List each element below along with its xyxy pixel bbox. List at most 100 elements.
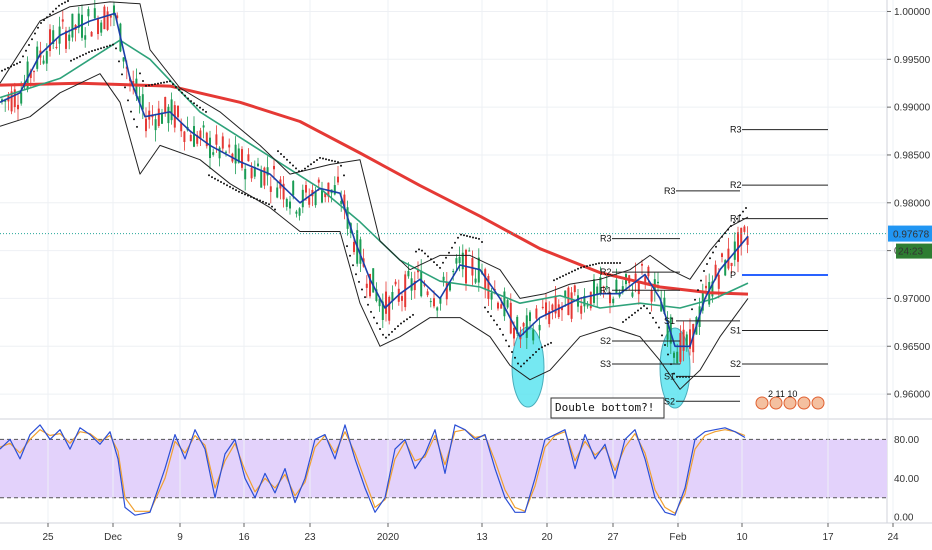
sar-dot [568,272,570,275]
candle-body [599,277,602,295]
sar-dot [505,339,507,342]
price-pane: R3 R2 R1 P S1 S2 R3 R3 R2 R1 S1 S2 S3 S1 S2 [0,0,932,524]
candle-body [52,30,55,45]
candle-body [26,61,29,90]
candle-body [221,136,224,149]
candle-body [49,29,51,51]
candle-body [679,332,682,362]
price-tick-label: 0.98500 [894,150,931,161]
countdown-label: 24:23 [898,247,923,258]
candle-body [439,297,442,304]
sar-dot [733,221,735,224]
candle-body [97,18,99,35]
sar-dot [25,49,27,52]
candle-body [532,329,535,341]
event-flag-icon[interactable] [755,396,769,410]
event-flag-icon[interactable] [769,396,783,410]
sar-dot [478,237,480,240]
candle-body [580,305,583,314]
sar-dot [172,83,174,86]
candle-body [529,312,531,322]
sar-dot [115,47,117,50]
last-price-tag [888,225,932,242]
sar-dot [421,249,423,252]
event-flag-icon[interactable] [783,396,797,410]
pivot-label-p: P [730,270,736,280]
candle-body [189,134,192,142]
pivot-label-s1: S1 [664,371,675,381]
price-axis[interactable]: 1.000000.995000.990000.985000.980000.975… [887,7,932,524]
sar-dot [106,45,108,48]
highlight-bottom-1 [511,326,545,408]
rsi-tick-label: 0.00 [894,513,914,524]
sar-dot [274,208,276,211]
sar-dot [721,235,723,238]
candle-body [205,132,208,147]
sar-dot [382,333,384,336]
candle-body [365,283,368,288]
candle-body [721,253,723,257]
candle-body [45,51,48,64]
event-flag-icon[interactable] [811,396,825,410]
sar-dot [451,246,453,249]
sar-dot [121,73,123,76]
oscillator-pane [0,420,894,522]
price-tick-label: 0.96000 [894,390,931,401]
candle-body [266,167,269,176]
sar-dot [286,158,288,161]
sar-dot [499,328,501,331]
sar-dot [436,263,438,266]
candle-body [103,6,106,30]
sar-dot [313,161,315,164]
time-tick-label: 10 [736,532,748,543]
sar-dot [355,273,357,276]
rsi-tick-label: 80.00 [894,435,919,446]
pivot-label-r2: R2 [600,267,612,277]
sar-dot [622,320,624,323]
sar-dot [613,262,615,265]
candle-body [93,8,96,19]
candle-body [369,273,371,297]
sar-dot [529,356,531,359]
sar-dot [295,167,297,170]
candle-body [177,105,179,118]
candle-body [337,176,339,183]
candle-body [180,123,183,132]
sar-dot [427,255,429,258]
candle-body [385,291,387,314]
sar-dot [376,322,378,325]
sar-dot [259,199,261,202]
candle-body [343,194,346,211]
sar-dot [250,195,252,198]
candle-body [583,295,586,307]
candle-body [183,131,186,142]
candle-body [711,281,714,297]
sar-dot [160,82,162,85]
candle-body [602,286,605,288]
sar-dot [280,153,282,155]
candle-body [564,290,567,298]
candle-body [109,15,112,18]
candle-body [631,292,634,297]
candle-body [247,154,250,162]
candle-body [276,187,279,198]
sar-dot [646,307,648,310]
pivot-label-s2: S2 [664,396,675,406]
sar-dot [649,312,651,315]
sar-dot [82,54,84,56]
sar-dot [610,262,612,265]
event-flag-icon[interactable] [797,396,811,410]
time-axis[interactable]: 25 Dec 9 16 23 2020 13 20 27 Feb 10 17 24 [42,523,899,543]
candle-body [113,5,115,16]
sar-dot [736,217,738,220]
sar-dot [607,262,609,265]
sar-dot [625,318,627,321]
sar-dot [94,49,96,52]
sar-dot [220,180,222,183]
candle-body [253,167,256,177]
highlight-bottom-2 [659,327,691,409]
candle-body [730,262,733,267]
sar-dot [136,125,138,128]
sar-dot [40,21,42,24]
